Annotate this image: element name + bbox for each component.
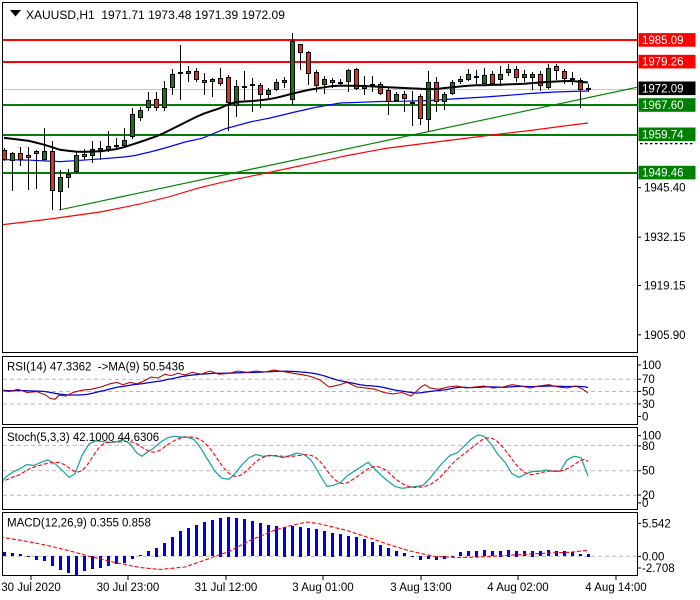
svg-text:4 Aug 14:00: 4 Aug 14:00: [585, 582, 646, 594]
svg-text:3 Aug 13:00: 3 Aug 13:00: [390, 582, 451, 594]
svg-text:MACD(12,26,9) 0.355 0.858: MACD(12,26,9) 0.355 0.858: [7, 518, 151, 530]
svg-text:Stoch(5,3,3) 42.1000 44.6306: Stoch(5,3,3) 42.1000 44.6306: [7, 432, 159, 444]
svg-text:1959.74: 1959.74: [642, 129, 684, 141]
svg-text:XAUUSD,H1 1971.71 1973.48 197: XAUUSD,H1 1971.71 1973.48 1971.39 1972.0…: [26, 8, 285, 22]
svg-text:5.542: 5.542: [642, 518, 671, 530]
svg-text:0: 0: [642, 498, 648, 510]
svg-text:30: 30: [642, 399, 655, 411]
svg-text:100: 100: [642, 431, 661, 443]
svg-text:1945.40: 1945.40: [644, 183, 686, 195]
svg-text:0: 0: [642, 412, 648, 424]
svg-text:70: 70: [642, 374, 655, 386]
svg-text:20: 20: [642, 490, 655, 502]
svg-text:50: 50: [642, 466, 655, 478]
svg-text:1949.46: 1949.46: [642, 168, 684, 180]
svg-text:4 Aug 02:00: 4 Aug 02:00: [487, 582, 548, 594]
svg-text:3 Aug 01:00: 3 Aug 01:00: [292, 582, 353, 594]
svg-text:100: 100: [642, 360, 661, 372]
svg-text:RSI(14) 47.3362 ->MA(9) 50.54: RSI(14) 47.3362 ->MA(9) 50.5436: [7, 362, 184, 374]
svg-text:30 Jul 2020: 30 Jul 2020: [1, 582, 60, 594]
svg-text:1985.09: 1985.09: [642, 35, 684, 47]
svg-text:-2.708: -2.708: [642, 563, 675, 575]
svg-text:80: 80: [642, 441, 655, 453]
svg-text:1932.15: 1932.15: [644, 232, 686, 244]
svg-text:1919.15: 1919.15: [644, 281, 686, 293]
svg-text:31 Jul 12:00: 31 Jul 12:00: [195, 582, 258, 594]
svg-text:1972.09: 1972.09: [642, 83, 684, 95]
svg-text:1979.26: 1979.26: [642, 57, 684, 69]
svg-text:1967.60: 1967.60: [642, 100, 684, 112]
svg-text:1905.90: 1905.90: [644, 330, 686, 342]
svg-text:30 Jul 23:00: 30 Jul 23:00: [97, 582, 160, 594]
svg-text:0.00: 0.00: [642, 551, 664, 563]
svg-text:50: 50: [642, 387, 655, 399]
